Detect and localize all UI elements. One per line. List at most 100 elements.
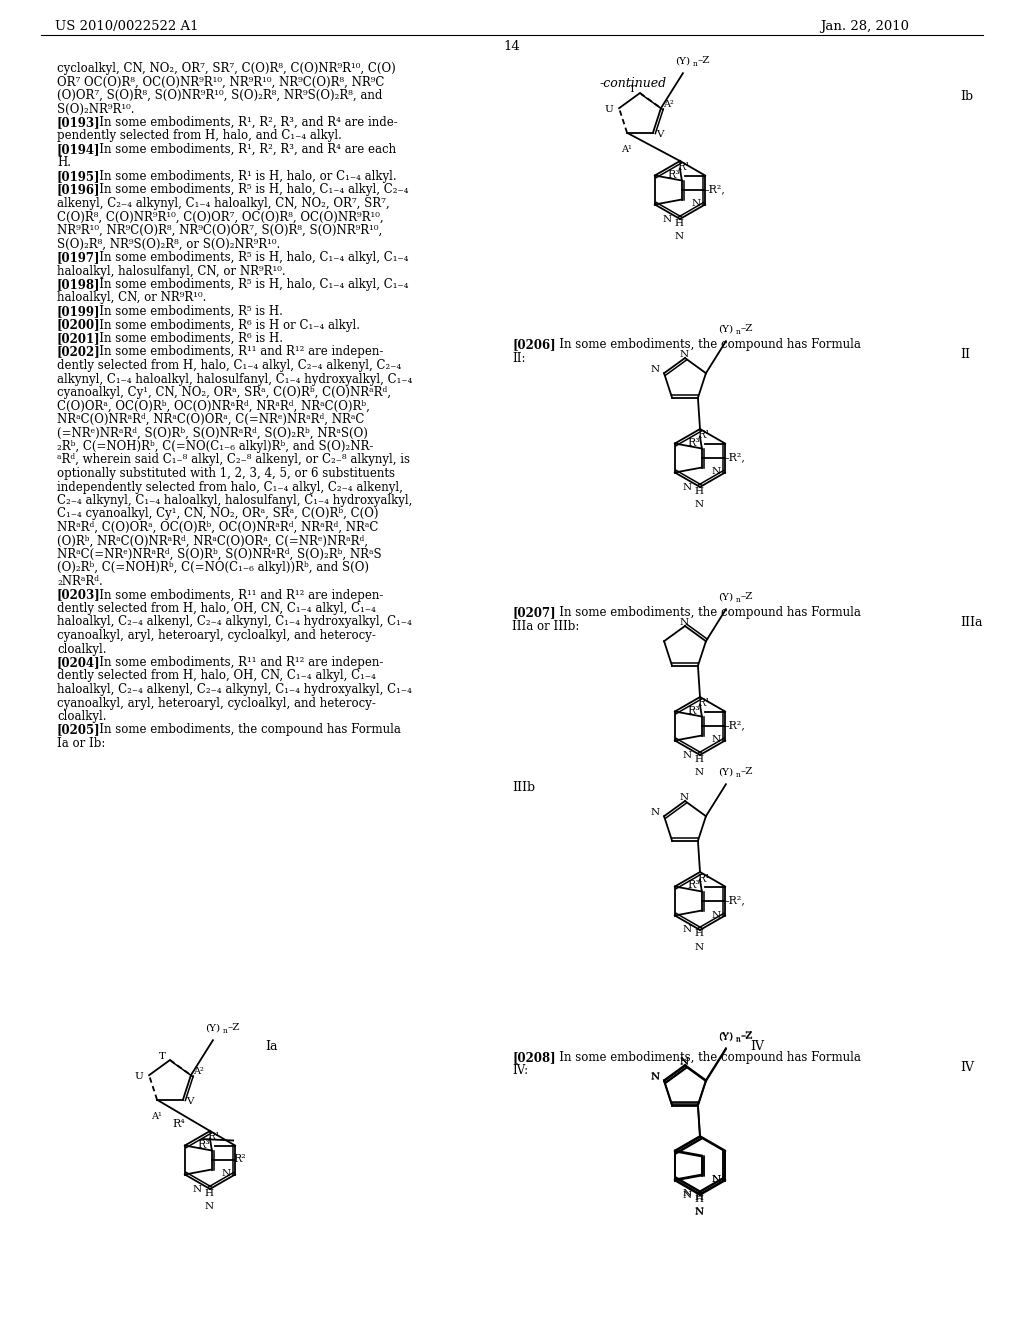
Text: In some embodiments, R⁶ is H.: In some embodiments, R⁶ is H. xyxy=(88,333,283,345)
Text: optionally substituted with 1, 2, 3, 4, 5, or 6 substituents: optionally substituted with 1, 2, 3, 4, … xyxy=(57,467,395,480)
Text: N: N xyxy=(680,1057,689,1067)
Text: Jan. 28, 2010: Jan. 28, 2010 xyxy=(820,20,909,33)
Text: –Z: –Z xyxy=(741,325,754,333)
Text: cloalkyl.: cloalkyl. xyxy=(57,710,106,723)
Text: N: N xyxy=(680,618,689,627)
Text: –R²,: –R², xyxy=(724,719,745,730)
Text: n: n xyxy=(693,61,697,69)
Text: (O)₂Rᵇ, C(=NOH)Rᵇ, C(=NO(C₁₋₆ alkyl))Rᵇ, and S(O): (O)₂Rᵇ, C(=NOH)Rᵇ, C(=NO(C₁₋₆ alkyl))Rᵇ,… xyxy=(57,561,369,574)
Text: –Z: –Z xyxy=(741,593,754,601)
Text: [0200]: [0200] xyxy=(57,318,100,331)
Text: N: N xyxy=(650,1073,659,1082)
Text: cyanoalkyl, Cy¹, CN, NO₂, ORᵃ, SRᵃ, C(O)Rᵇ, C(O)NRᵃRᵈ,: cyanoalkyl, Cy¹, CN, NO₂, ORᵃ, SRᵃ, C(O)… xyxy=(57,385,391,399)
Text: cloalkyl.: cloalkyl. xyxy=(57,643,106,656)
Text: IIIb: IIIb xyxy=(512,781,536,795)
Text: –R²,: –R², xyxy=(724,451,745,462)
Text: S(O)₂R⁸, NR⁹S(O)₂R⁸, or S(O)₂NR⁹R¹⁰.: S(O)₂R⁸, NR⁹S(O)₂R⁸, or S(O)₂NR⁹R¹⁰. xyxy=(57,238,281,251)
Text: [0203]: [0203] xyxy=(57,589,100,602)
Text: T: T xyxy=(629,84,636,94)
Text: N: N xyxy=(695,1206,705,1216)
Text: In some embodiments, R¹, R², R³, and R⁴ are inde-: In some embodiments, R¹, R², R³, and R⁴ … xyxy=(88,116,397,129)
Text: In some embodiments, R¹, R², R³, and R⁴ are each: In some embodiments, R¹, R², R³, and R⁴ … xyxy=(88,143,396,156)
Text: cycloalkyl, CN, NO₂, OR⁷, SR⁷, C(O)R⁸, C(O)NR⁹R¹⁰, C(O): cycloalkyl, CN, NO₂, OR⁷, SR⁷, C(O)R⁸, C… xyxy=(57,62,395,75)
Text: In some embodiments, R¹¹ and R¹² are indepen-: In some embodiments, R¹¹ and R¹² are ind… xyxy=(88,346,383,359)
Text: S(O)₂NR⁹R¹⁰.: S(O)₂NR⁹R¹⁰. xyxy=(57,103,134,116)
Text: [0207]: [0207] xyxy=(512,606,556,619)
Text: (Y): (Y) xyxy=(718,593,733,601)
Text: [0199]: [0199] xyxy=(57,305,100,318)
Text: U: U xyxy=(134,1072,142,1081)
Text: R¹: R¹ xyxy=(698,430,711,441)
Text: [0201]: [0201] xyxy=(57,333,100,345)
Text: N: N xyxy=(711,735,720,744)
Text: [0196]: [0196] xyxy=(57,183,100,197)
Text: C₂₋₄ alkynyl, C₁₋₄ haloalkyl, halosulfanyl, C₁₋₄ hydroxyalkyl,: C₂₋₄ alkynyl, C₁₋₄ haloalkyl, halosulfan… xyxy=(57,494,413,507)
Text: haloalkyl, C₂₋₄ alkenyl, C₂₋₄ alkynyl, C₁₋₄ hydroxyalkyl, C₁₋₄: haloalkyl, C₂₋₄ alkenyl, C₂₋₄ alkynyl, C… xyxy=(57,682,412,696)
Text: N: N xyxy=(711,911,720,920)
Text: R³: R³ xyxy=(197,1139,210,1150)
Text: A²: A² xyxy=(663,100,674,110)
Text: A²: A² xyxy=(193,1067,204,1076)
Text: dently selected from H, halo, OH, CN, C₁₋₄ alkyl, C₁₋₄: dently selected from H, halo, OH, CN, C₁… xyxy=(57,602,376,615)
Text: In some embodiments, R¹ is H, halo, or C₁₋₄ alkyl.: In some embodiments, R¹ is H, halo, or C… xyxy=(88,170,396,183)
Text: R²: R² xyxy=(233,1154,247,1164)
Text: In some embodiments, R⁶ is H or C₁₋₄ alkyl.: In some embodiments, R⁶ is H or C₁₋₄ alk… xyxy=(88,318,359,331)
Text: H.: H. xyxy=(57,157,71,169)
Text: cyanoalkyl, aryl, heteroaryl, cycloalkyl, and heterocy-: cyanoalkyl, aryl, heteroaryl, cycloalkyl… xyxy=(57,630,376,642)
Text: II:: II: xyxy=(512,351,525,364)
Text: In some embodiments, R¹¹ and R¹² are indepen-: In some embodiments, R¹¹ and R¹² are ind… xyxy=(88,656,383,669)
Text: US 2010/0022522 A1: US 2010/0022522 A1 xyxy=(55,20,199,33)
Text: [0193]: [0193] xyxy=(57,116,100,129)
Text: V: V xyxy=(656,129,664,139)
Text: haloalkyl, C₂₋₄ alkenyl, C₂₋₄ alkynyl, C₁₋₄ hydroxyalkyl, C₁₋₄: haloalkyl, C₂₋₄ alkenyl, C₂₋₄ alkynyl, C… xyxy=(57,615,412,628)
Text: (O)OR⁷, S(O)R⁸, S(O)NR⁹R¹⁰, S(O)₂R⁸, NR⁹S(O)₂R⁸, and: (O)OR⁷, S(O)R⁸, S(O)NR⁹R¹⁰, S(O)₂R⁸, NR⁹… xyxy=(57,88,382,102)
Text: haloalkyl, halosulfanyl, CN, or NR⁹R¹⁰.: haloalkyl, halosulfanyl, CN, or NR⁹R¹⁰. xyxy=(57,264,286,277)
Text: –Z: –Z xyxy=(741,767,754,776)
Text: In some embodiments, the compound has Formula: In some embodiments, the compound has Fo… xyxy=(548,338,861,351)
Text: –Z: –Z xyxy=(741,1032,754,1041)
Text: In some embodiments, the compound has Formula: In some embodiments, the compound has Fo… xyxy=(88,723,400,737)
Text: [0202]: [0202] xyxy=(57,346,100,359)
Text: N: N xyxy=(695,1208,705,1217)
Text: R¹: R¹ xyxy=(698,698,711,709)
Text: IV: IV xyxy=(961,1061,974,1074)
Text: (Y): (Y) xyxy=(718,325,733,333)
Text: n: n xyxy=(736,329,740,337)
Text: (=NRᵉ)NRᵃRᵈ, S(O)Rᵇ, S(O)NRᵃRᵈ, S(O)₂Rᵇ, NRᵃS(O): (=NRᵉ)NRᵃRᵈ, S(O)Rᵇ, S(O)NRᵃRᵈ, S(O)₂Rᵇ,… xyxy=(57,426,368,440)
Text: R¹: R¹ xyxy=(208,1133,220,1143)
Text: N: N xyxy=(205,1203,214,1210)
Text: N: N xyxy=(650,1072,659,1081)
Text: [0204]: [0204] xyxy=(57,656,100,669)
Text: In some embodiments, R⁵ is H, halo, C₁₋₄ alkyl, C₁₋₄: In some embodiments, R⁵ is H, halo, C₁₋₄… xyxy=(88,251,409,264)
Text: N: N xyxy=(695,942,705,952)
Text: N: N xyxy=(695,500,705,510)
Text: N: N xyxy=(193,1184,202,1193)
Text: N: N xyxy=(680,793,689,803)
Text: n: n xyxy=(223,1027,227,1035)
Text: (Y): (Y) xyxy=(205,1023,220,1032)
Text: N: N xyxy=(711,1176,720,1184)
Text: IIIa: IIIa xyxy=(961,616,982,630)
Text: N: N xyxy=(683,1191,692,1200)
Text: dently selected from H, halo, OH, CN, C₁₋₄ alkyl, C₁₋₄: dently selected from H, halo, OH, CN, C₁… xyxy=(57,669,376,682)
Text: N: N xyxy=(680,350,689,359)
Text: [0194]: [0194] xyxy=(57,143,100,156)
Text: –Z: –Z xyxy=(741,1031,754,1040)
Text: Ia: Ia xyxy=(265,1040,278,1053)
Text: C₁₋₄ cyanoalkyl, Cy¹, CN, NO₂, ORᵃ, SRᵃ, C(O)Rᵇ, C(O): C₁₋₄ cyanoalkyl, Cy¹, CN, NO₂, ORᵃ, SRᵃ,… xyxy=(57,507,379,520)
Text: R³: R³ xyxy=(687,705,699,715)
Text: In some embodiments, R⁵ is H, halo, C₁₋₄ alkyl, C₁₋₄: In some embodiments, R⁵ is H, halo, C₁₋₄… xyxy=(88,279,409,290)
Text: N: N xyxy=(711,1175,720,1184)
Text: dently selected from H, halo, C₁₋₄ alkyl, C₂₋₄ alkenyl, C₂₋₄: dently selected from H, halo, C₁₋₄ alkyl… xyxy=(57,359,401,372)
Text: [0206]: [0206] xyxy=(512,338,556,351)
Text: Ib: Ib xyxy=(961,90,973,103)
Text: IV: IV xyxy=(750,1040,764,1053)
Text: R¹: R¹ xyxy=(678,162,690,173)
Text: -continued: -continued xyxy=(600,77,667,90)
Text: N: N xyxy=(683,925,692,935)
Text: –Z: –Z xyxy=(698,57,711,65)
Text: II: II xyxy=(961,348,970,360)
Text: [0208]: [0208] xyxy=(512,1051,556,1064)
Text: R¹: R¹ xyxy=(698,874,711,883)
Text: ᵃRᵈ, wherein said C₁₋⁸ alkyl, C₂₋⁸ alkenyl, or C₂₋⁸ alkynyl, is: ᵃRᵈ, wherein said C₁₋⁸ alkyl, C₂₋⁸ alken… xyxy=(57,454,410,466)
